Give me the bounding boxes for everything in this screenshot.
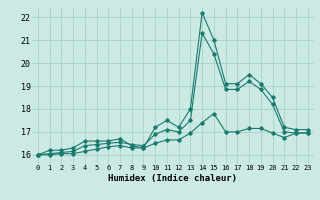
X-axis label: Humidex (Indice chaleur): Humidex (Indice chaleur) bbox=[108, 174, 237, 183]
